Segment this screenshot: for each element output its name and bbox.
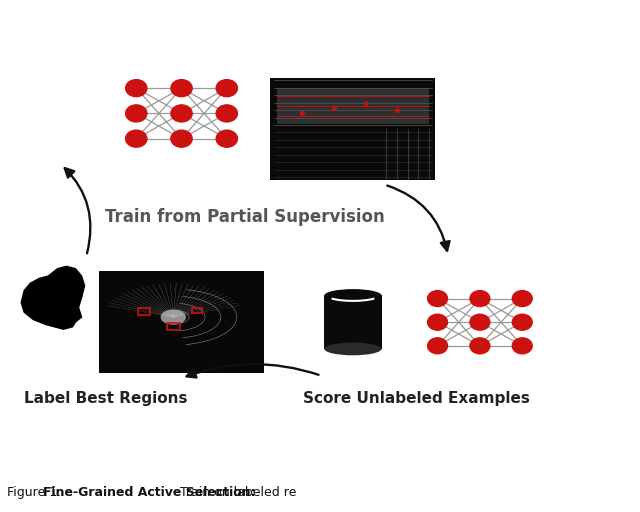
Ellipse shape <box>161 309 186 325</box>
FancyArrowPatch shape <box>65 168 90 253</box>
Circle shape <box>125 130 147 147</box>
Circle shape <box>216 130 237 147</box>
Bar <box>271 78 435 180</box>
Circle shape <box>428 338 447 354</box>
Circle shape <box>171 105 192 122</box>
Text: Figure 1.: Figure 1. <box>7 486 69 499</box>
Ellipse shape <box>324 343 381 355</box>
Bar <box>276 88 429 123</box>
Circle shape <box>125 80 147 97</box>
Circle shape <box>171 80 192 97</box>
Circle shape <box>470 314 490 330</box>
Circle shape <box>470 338 490 354</box>
Circle shape <box>125 105 147 122</box>
Polygon shape <box>21 266 84 329</box>
Circle shape <box>512 291 532 307</box>
Bar <box>193 308 202 313</box>
FancyArrowPatch shape <box>387 185 449 251</box>
Text: Fine-Grained Active Selection:: Fine-Grained Active Selection: <box>43 486 256 499</box>
Ellipse shape <box>324 289 381 302</box>
Polygon shape <box>324 295 381 349</box>
Circle shape <box>171 130 192 147</box>
Bar <box>99 271 264 373</box>
Text: Label Best Regions: Label Best Regions <box>24 391 187 406</box>
Bar <box>138 308 150 314</box>
Circle shape <box>428 314 447 330</box>
Circle shape <box>428 291 447 307</box>
Bar <box>167 323 180 330</box>
Circle shape <box>470 291 490 307</box>
Circle shape <box>512 314 532 330</box>
Circle shape <box>512 338 532 354</box>
Text: Score Unlabeled Examples: Score Unlabeled Examples <box>303 391 530 406</box>
Circle shape <box>216 80 237 97</box>
Circle shape <box>216 105 237 122</box>
Text: Train on labeled re: Train on labeled re <box>172 486 296 499</box>
FancyArrowPatch shape <box>187 364 319 377</box>
Text: Train from Partial Supervision: Train from Partial Supervision <box>105 208 385 226</box>
